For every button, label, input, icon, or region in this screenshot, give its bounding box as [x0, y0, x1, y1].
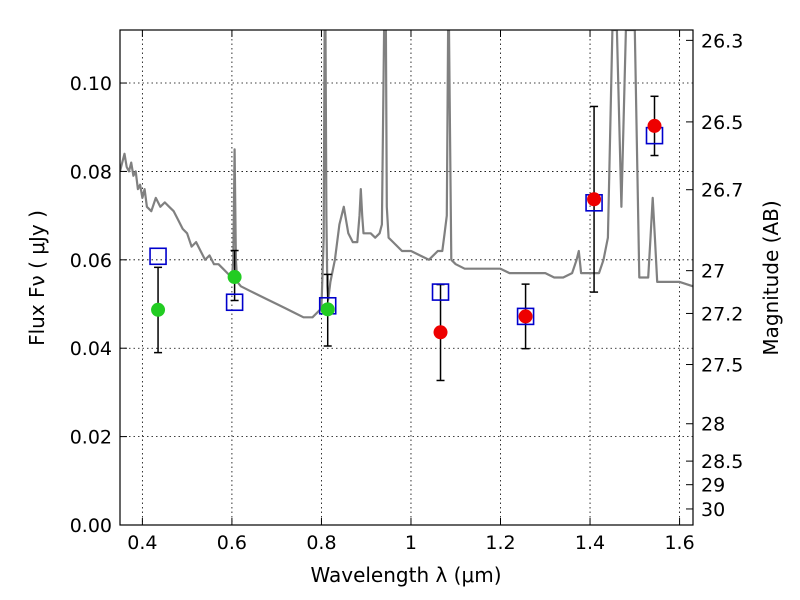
mag-tick-label: 27	[701, 261, 725, 283]
y-tick-label: 0.02	[70, 427, 112, 449]
data-point-red	[647, 118, 662, 133]
y-axis-label: Flux Fν ( μJy )	[25, 210, 49, 346]
data-point-green	[227, 270, 242, 285]
y-tick-label: 0.06	[70, 250, 112, 272]
model-square	[431, 283, 450, 301]
x-tick-label: 1.4	[575, 532, 605, 554]
model-square	[516, 307, 535, 326]
mag-tick-label: 27.5	[701, 355, 743, 377]
x-tick-label: 1	[405, 532, 417, 554]
mag-tick-label: 29	[701, 475, 725, 497]
model-square	[149, 247, 167, 266]
mag-tick-label: 30	[701, 499, 725, 521]
x-tick-label: 0.8	[306, 532, 336, 554]
observed-photometry-points	[151, 118, 662, 340]
x-tick-label: 0.6	[217, 532, 247, 554]
x-tick-label: 1.6	[664, 532, 694, 554]
mag-tick-label: 26.7	[701, 180, 743, 202]
mag-tick-label: 28	[701, 414, 725, 436]
axis-ticks: 0.4 0.6 0.8 1 1.2 1.4 1.6 0.00 0.02 0.04 0.06 0.08 0…	[70, 30, 743, 554]
y-tick-label: 0.04	[70, 338, 112, 360]
model-square	[225, 293, 244, 312]
x-axis-label: Wavelength λ (μm)	[310, 563, 501, 587]
y-tick-label: 0.10	[70, 73, 112, 95]
mag-tick-label: 26.5	[701, 112, 743, 134]
y2-axis-label: Magnitude (AB)	[759, 200, 783, 355]
data-point-red	[587, 192, 602, 207]
mag-tick-label: 26.3	[701, 30, 743, 52]
mag-tick-label: 27.2	[701, 303, 743, 325]
mag-tick-label: 28.5	[701, 451, 743, 473]
data-point-green	[151, 302, 166, 317]
data-point-green	[320, 302, 335, 317]
data-point-red	[518, 309, 533, 324]
plot-background	[120, 30, 693, 525]
plot-frame	[119, 29, 694, 526]
data-point-red	[433, 325, 448, 340]
y-tick-label: 0.00	[70, 515, 112, 537]
y-tick-label: 0.08	[70, 161, 112, 183]
x-tick-label: 0.4	[127, 532, 157, 554]
spectrum-line	[120, 30, 693, 319]
model-spectrum	[120, 30, 693, 319]
x-tick-label: 1.2	[485, 532, 515, 554]
